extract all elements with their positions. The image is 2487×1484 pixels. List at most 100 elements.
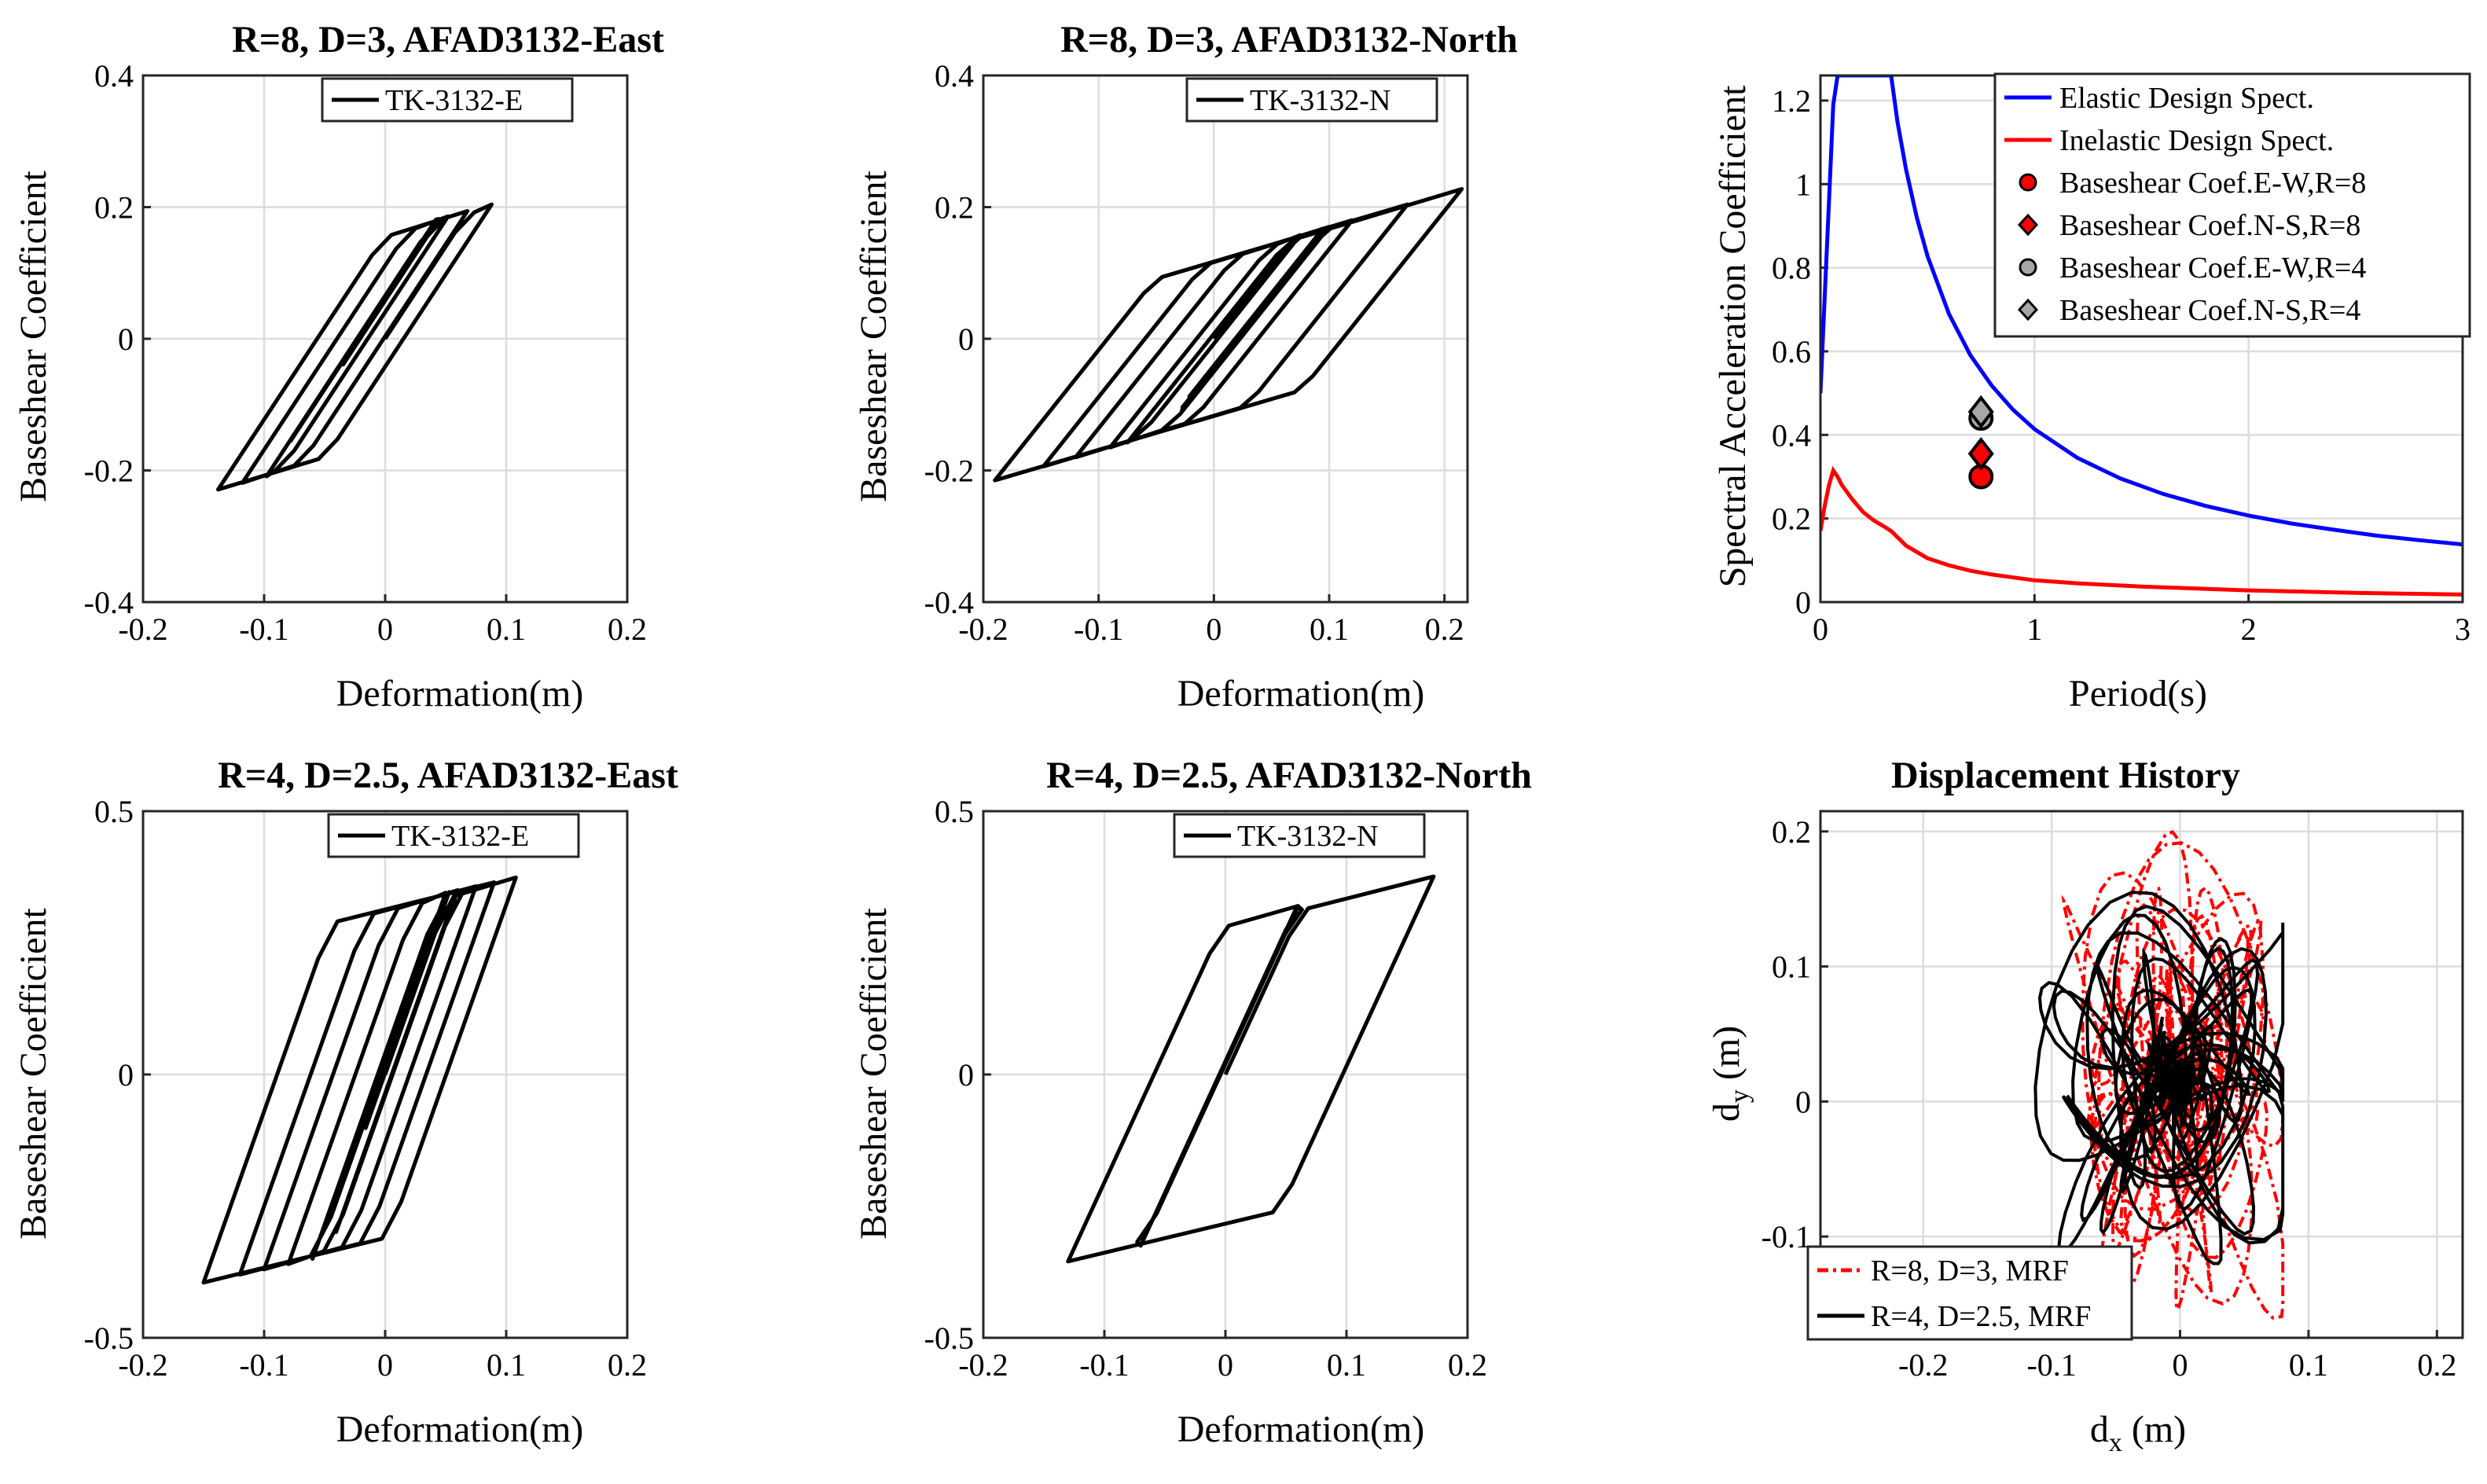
- p6-ylabel: dy (m): [1706, 1026, 1754, 1122]
- p3-xtick-label: 0: [1813, 612, 1828, 647]
- p3-legend-ns8: Baseshear Coef.N-S,R=8: [2059, 209, 2360, 242]
- p2-ytick-label: 0: [958, 321, 974, 357]
- p6-xlabel-unit: (m): [2122, 1409, 2186, 1450]
- p1-xtick-label: -0.1: [239, 612, 288, 647]
- p6-legend-r4: R=4, D=2.5, MRF: [1871, 1300, 2091, 1333]
- p3-legend-ns4-marker: [2017, 298, 2039, 321]
- p4-axes-box: [141, 810, 629, 1339]
- p5-xtick-label: -0.2: [958, 1347, 1008, 1383]
- p6-legend-r8: R=8, D=3, MRF: [1871, 1254, 2069, 1287]
- p2-xtick-label: -0.2: [958, 612, 1008, 647]
- p6-legend: R=8, D=3, MRF R=4, D=2.5, MRF: [1806, 1245, 2133, 1341]
- p5-hysteresis-curve: [1066, 874, 1436, 1264]
- p2-xtick-label: -0.1: [1074, 612, 1123, 647]
- p4-title: R=4, D=2.5, AFAD3132-East: [218, 755, 678, 796]
- p3-marker-5: [1967, 395, 1994, 429]
- p5-xlabel: Deformation(m): [1177, 1409, 1425, 1450]
- p3-legend: Elastic Design Spect. Inelastic Design S…: [1993, 72, 2471, 338]
- p3-ylabel: Spectral Acceleration Coefficient: [1712, 85, 1754, 588]
- p3-ytick-label: 0.6: [1772, 334, 1811, 369]
- p1-ytick-label: 0: [118, 321, 134, 357]
- p2-ytick-label: -0.2: [924, 454, 974, 489]
- p1-xlabel: Deformation(m): [336, 673, 584, 714]
- p2-ytick-label: -0.4: [924, 585, 974, 620]
- p6-xlabel: dx (m): [2090, 1409, 2186, 1457]
- p3-xlabel: Period(s): [2069, 673, 2207, 714]
- p1-ytick-label: 0.2: [94, 190, 134, 226]
- p4-hysteresis-curve: [201, 875, 518, 1285]
- p5-ylabel: Baseshear Coefficient: [853, 908, 895, 1240]
- p5-xtick-label: 0: [1218, 1347, 1233, 1383]
- p3-series-0: [1820, 75, 2463, 547]
- p3-ytick-label: 1.2: [1772, 83, 1811, 119]
- p4-xtick-label: 0.1: [487, 1347, 526, 1383]
- p1-ytick-label: -0.2: [84, 454, 134, 489]
- p6-axes-box: [1819, 810, 2464, 1339]
- p3-ytick-label: 0: [1795, 585, 1811, 620]
- p4-xlabel: Deformation(m): [336, 1409, 584, 1450]
- p2-hysteresis-curve: [993, 187, 1464, 483]
- p5-legend-label: TK-3132-N: [1237, 820, 1378, 853]
- p4-legend-label: TK-3132-E: [391, 820, 529, 853]
- p1-legend-label: TK-3132-E: [385, 84, 523, 117]
- p2-xtick-label: 0.1: [1310, 612, 1349, 647]
- p6-xtick-label: -0.1: [2026, 1347, 2076, 1383]
- p2-ylabel: Baseshear Coefficient: [853, 171, 895, 502]
- p3-legend-ew4-marker: [2019, 258, 2037, 277]
- p6-title: Displacement History: [1891, 755, 2240, 796]
- p2-xlabel: Deformation(m): [1177, 673, 1425, 714]
- p5-xtick-label: 0.2: [1448, 1347, 1487, 1383]
- p6-xlabel-main: d: [2090, 1409, 2109, 1450]
- p6-ylabel-unit: (m): [1706, 1026, 1747, 1089]
- p3-series-1: [1820, 465, 2463, 597]
- p5-ytick-label: 0.5: [935, 794, 974, 829]
- panel-p2: -0.2 -0.1 0 0.1 0.2-0.4-0.200.20.4: [924, 58, 1469, 647]
- p1-xtick-label: 0.1: [487, 612, 526, 647]
- p2-xtick-label: 0.2: [1425, 612, 1464, 647]
- p6-xtick-label: 0.1: [2289, 1347, 2328, 1383]
- p4-ylabel: Baseshear Coefficient: [13, 908, 54, 1240]
- panel-p5: -0.2 -0.1 0 0.1 0.2 -0.5 0 0.5: [924, 794, 1487, 1383]
- p1-ytick-label: 0.4: [94, 58, 134, 94]
- p5-ytick-label: 0: [958, 1057, 974, 1093]
- p6-ytick-label: 0: [1795, 1084, 1811, 1119]
- p4-xtick-label: 0: [377, 1347, 393, 1383]
- p3-legend-elastic: Elastic Design Spect.: [2059, 82, 2314, 115]
- p2-legend-label: TK-3132-N: [1250, 84, 1390, 117]
- panel-p4: -0.2 -0.1 0 0.1 0.2 -0.5 0 0.5: [84, 794, 647, 1383]
- p1-hysteresis-curve: [216, 202, 494, 492]
- p1-title: R=8, D=3, AFAD3132-East: [232, 19, 664, 61]
- p6-orbit-1: [2033, 891, 2285, 1265]
- p4-xtick-label: -0.2: [118, 1347, 167, 1383]
- p4-ytick-label: 0: [118, 1057, 134, 1093]
- p6-ytick-label: 0.1: [1772, 950, 1811, 985]
- p5-xtick-label: 0.1: [1327, 1347, 1366, 1383]
- p3-legend-ew8-marker: [2019, 173, 2037, 192]
- p1-ylabel: Baseshear Coefficient: [13, 171, 54, 502]
- p4-xtick-label: -0.1: [239, 1347, 288, 1383]
- p3-ytick-label: 0.8: [1772, 251, 1811, 286]
- p5-xtick-label: -0.1: [1079, 1347, 1129, 1383]
- p4-xtick-label: 0.2: [608, 1347, 647, 1383]
- p3-legend-box: [1993, 72, 2471, 338]
- p5-title: R=4, D=2.5, AFAD3132-North: [1046, 755, 1532, 796]
- p5-legend: TK-3132-N: [1173, 813, 1426, 858]
- p6-ytick-label: 0.2: [1772, 814, 1811, 850]
- p2-title: R=8, D=3, AFAD3132-North: [1060, 19, 1518, 61]
- p3-xtick-label: 1: [2026, 612, 2042, 647]
- p3-ytick-label: 1: [1795, 167, 1811, 202]
- p1-axes-box: [141, 74, 629, 604]
- p6-xtick-label: 0: [2173, 1347, 2188, 1383]
- p4-legend: TK-3132-E: [327, 813, 580, 858]
- p5-axes-box: [982, 810, 1469, 1339]
- p4-ytick-label: -0.5: [84, 1321, 134, 1356]
- p6-xtick-label: -0.2: [1898, 1347, 1948, 1383]
- p1-xtick-label: 0.2: [608, 612, 647, 647]
- p3-xtick-label: 2: [2241, 612, 2257, 647]
- p6-legend-box: [1806, 1245, 2133, 1341]
- p6-ytick-label: -0.1: [1761, 1219, 1811, 1254]
- p3-legend-inelastic: Inelastic Design Spect.: [2059, 124, 2334, 157]
- p3-ytick-label: 0.2: [1772, 501, 1811, 537]
- p4-ytick-label: 0.5: [94, 794, 134, 829]
